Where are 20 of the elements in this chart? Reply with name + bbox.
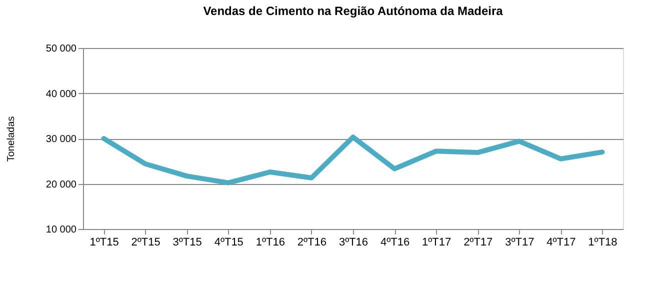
x-tick-label: 1ºT15 bbox=[90, 236, 119, 248]
x-tick-label: 2ºT17 bbox=[464, 236, 493, 248]
y-tick-label: 40 000 bbox=[46, 88, 77, 100]
x-tick-label: 3ºT15 bbox=[172, 236, 202, 248]
x-tick-label: 1ºT16 bbox=[256, 236, 285, 248]
y-tick-label: 20 000 bbox=[46, 179, 77, 190]
x-tick-label: 2ºT15 bbox=[131, 236, 160, 248]
x-tick-label: 1ºT18 bbox=[588, 236, 618, 248]
x-tick-label: 4ºT16 bbox=[380, 236, 410, 248]
x-tick-label: 4ºT15 bbox=[214, 236, 244, 248]
y-tick-label: 30 000 bbox=[46, 134, 77, 145]
chart-title: Vendas de Cimento na Região Autónoma da Madeira bbox=[203, 4, 504, 18]
y-tick-label: 10 000 bbox=[46, 224, 77, 236]
x-tick-label: 1ºT17 bbox=[422, 236, 452, 248]
x-tick-label: 4ºT17 bbox=[546, 236, 576, 248]
y-axis-title: Toneladas bbox=[6, 116, 17, 162]
x-tick-label: 2ºT16 bbox=[297, 236, 327, 248]
y-tick-label: 50 000 bbox=[46, 44, 77, 54]
x-tick-label: 3ºT16 bbox=[338, 236, 368, 248]
x-tick-label: 3ºT17 bbox=[505, 236, 534, 248]
